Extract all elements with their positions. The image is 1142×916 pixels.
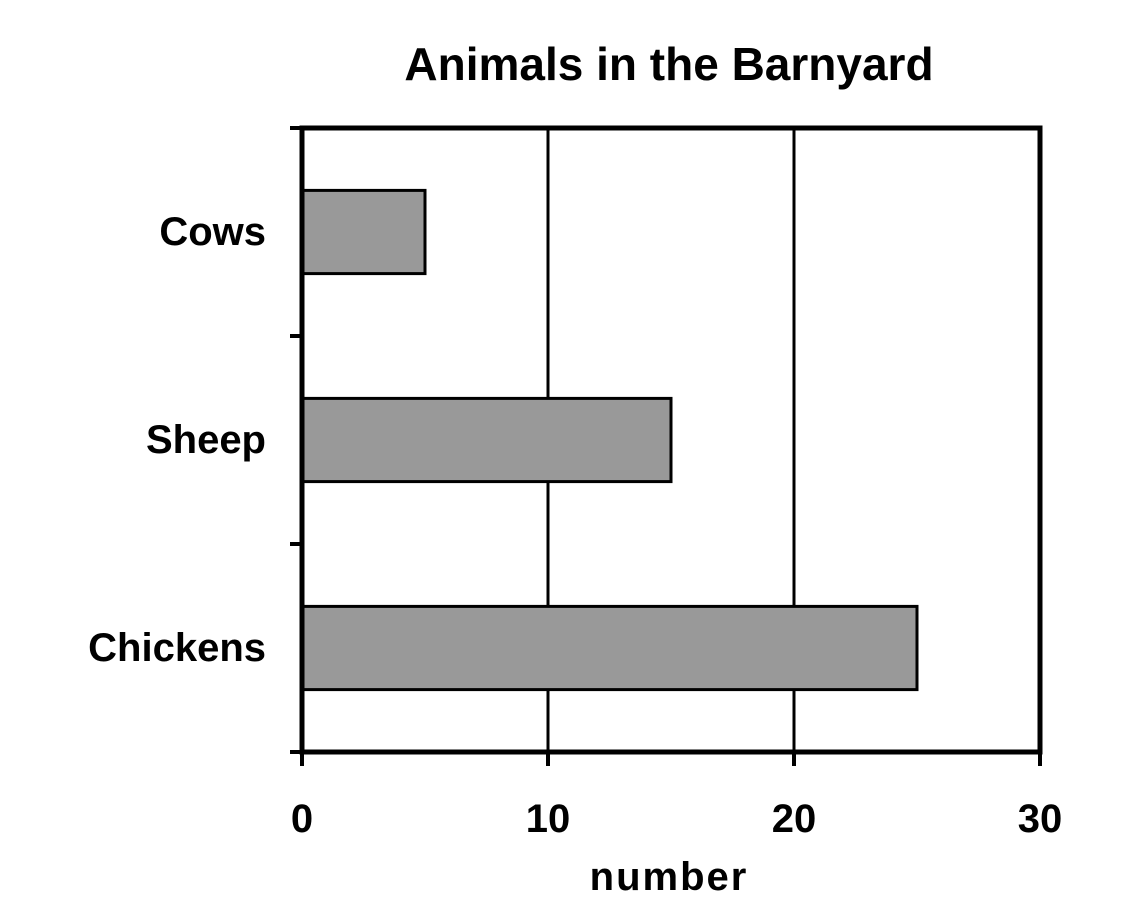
plot-frame: [299, 125, 1043, 755]
y-axis-ticks: [290, 126, 302, 754]
category-label: Cows: [159, 210, 266, 254]
category-labels: Cows Sheep Chickens: [88, 210, 266, 670]
category-label: Sheep: [146, 418, 266, 462]
x-axis-title: number: [590, 855, 749, 899]
x-tick-label: 10: [526, 797, 571, 841]
category-label: Chickens: [88, 626, 266, 670]
bars: [300, 188, 919, 692]
plot-border: [299, 125, 1043, 755]
bar-cows: [300, 188, 427, 276]
bar-sheep: [300, 396, 673, 484]
x-tick-label: 20: [772, 797, 817, 841]
x-axis-ticks: [300, 752, 1042, 766]
x-tick-labels: 0 10 20 30: [291, 797, 1062, 841]
bar-chickens: [300, 604, 919, 692]
x-tick-label: 30: [1018, 797, 1063, 841]
chart-title: Animals in the Barnyard: [404, 38, 933, 90]
x-tick-label: 0: [291, 797, 313, 841]
